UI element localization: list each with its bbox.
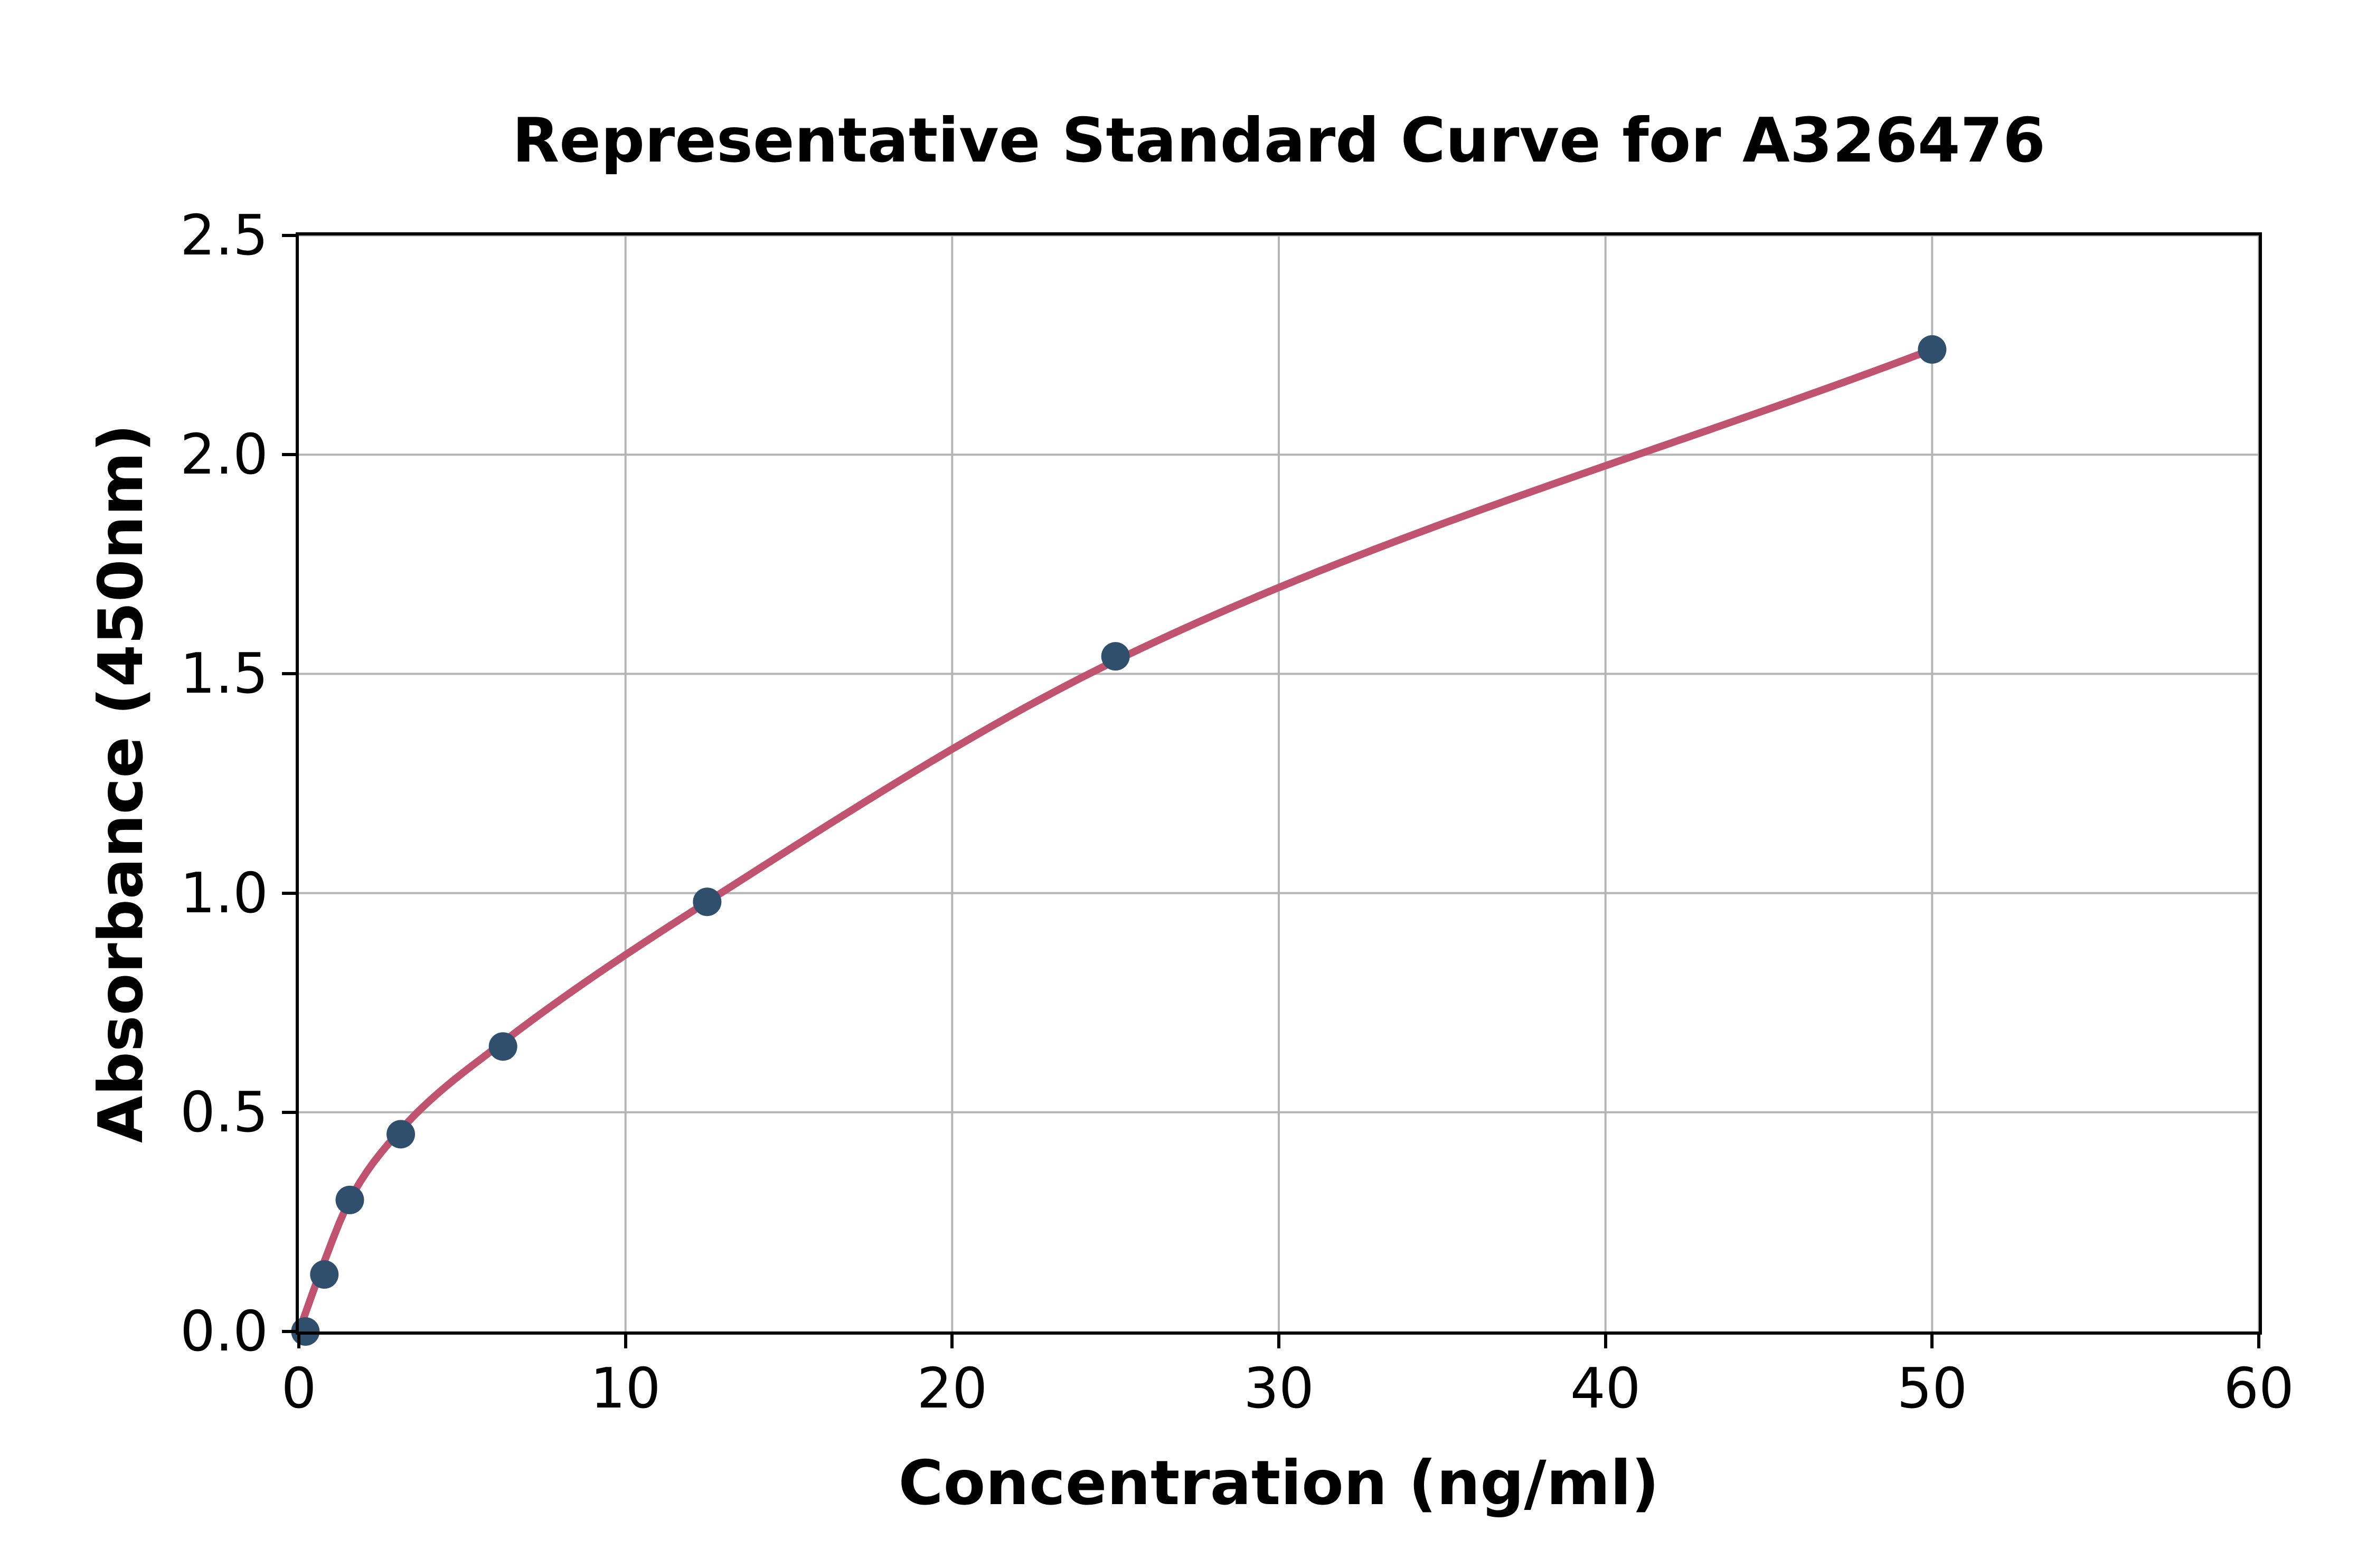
x-tick-label: 60 — [2223, 1356, 2294, 1421]
data-point — [1918, 335, 1947, 364]
data-point — [310, 1260, 339, 1289]
y-tick-mark — [282, 453, 296, 457]
y-tick-label: 1.5 — [180, 641, 268, 706]
plot-area — [291, 232, 2262, 1346]
y-tick-label: 0.0 — [180, 1299, 268, 1364]
data-point — [1101, 642, 1130, 671]
x-tick-label: 30 — [1243, 1356, 1314, 1421]
x-tick-label: 20 — [917, 1356, 988, 1421]
x-tick-label: 40 — [1570, 1356, 1641, 1421]
x-tick-mark — [2257, 1335, 2260, 1348]
plot-canvas — [291, 232, 2262, 1346]
data-point — [488, 1032, 517, 1061]
x-tick-label: 0 — [281, 1356, 317, 1421]
x-tick-mark — [950, 1335, 954, 1348]
fitted-curve — [295, 345, 1936, 1335]
y-tick-mark — [282, 234, 296, 237]
x-tick-mark — [1277, 1335, 1280, 1348]
chart-title: Representative Standard Curve for A32647… — [512, 105, 2046, 176]
x-tick-mark — [1604, 1335, 1607, 1348]
y-tick-mark — [282, 1110, 296, 1114]
y-tick-mark — [282, 891, 296, 895]
data-point — [693, 887, 722, 917]
data-point — [386, 1120, 416, 1149]
x-tick-label: 50 — [1897, 1356, 1968, 1421]
x-tick-label: 10 — [590, 1356, 661, 1421]
x-tick-mark — [1930, 1335, 1934, 1348]
x-tick-mark — [297, 1335, 300, 1348]
y-tick-mark — [282, 1330, 296, 1333]
y-tick-label: 2.5 — [180, 203, 268, 268]
x-tick-mark — [624, 1335, 627, 1348]
plot-frame — [296, 232, 2262, 1335]
y-tick-label: 2.0 — [180, 422, 268, 487]
x-axis-label: Concentration (ng/ml) — [898, 1448, 1660, 1519]
data-point — [335, 1185, 364, 1214]
y-tick-label: 1.0 — [180, 861, 268, 925]
y-tick-label: 0.5 — [180, 1080, 268, 1145]
y-axis-label: Absorbance (450nm) — [86, 423, 157, 1144]
y-tick-mark — [282, 672, 296, 676]
